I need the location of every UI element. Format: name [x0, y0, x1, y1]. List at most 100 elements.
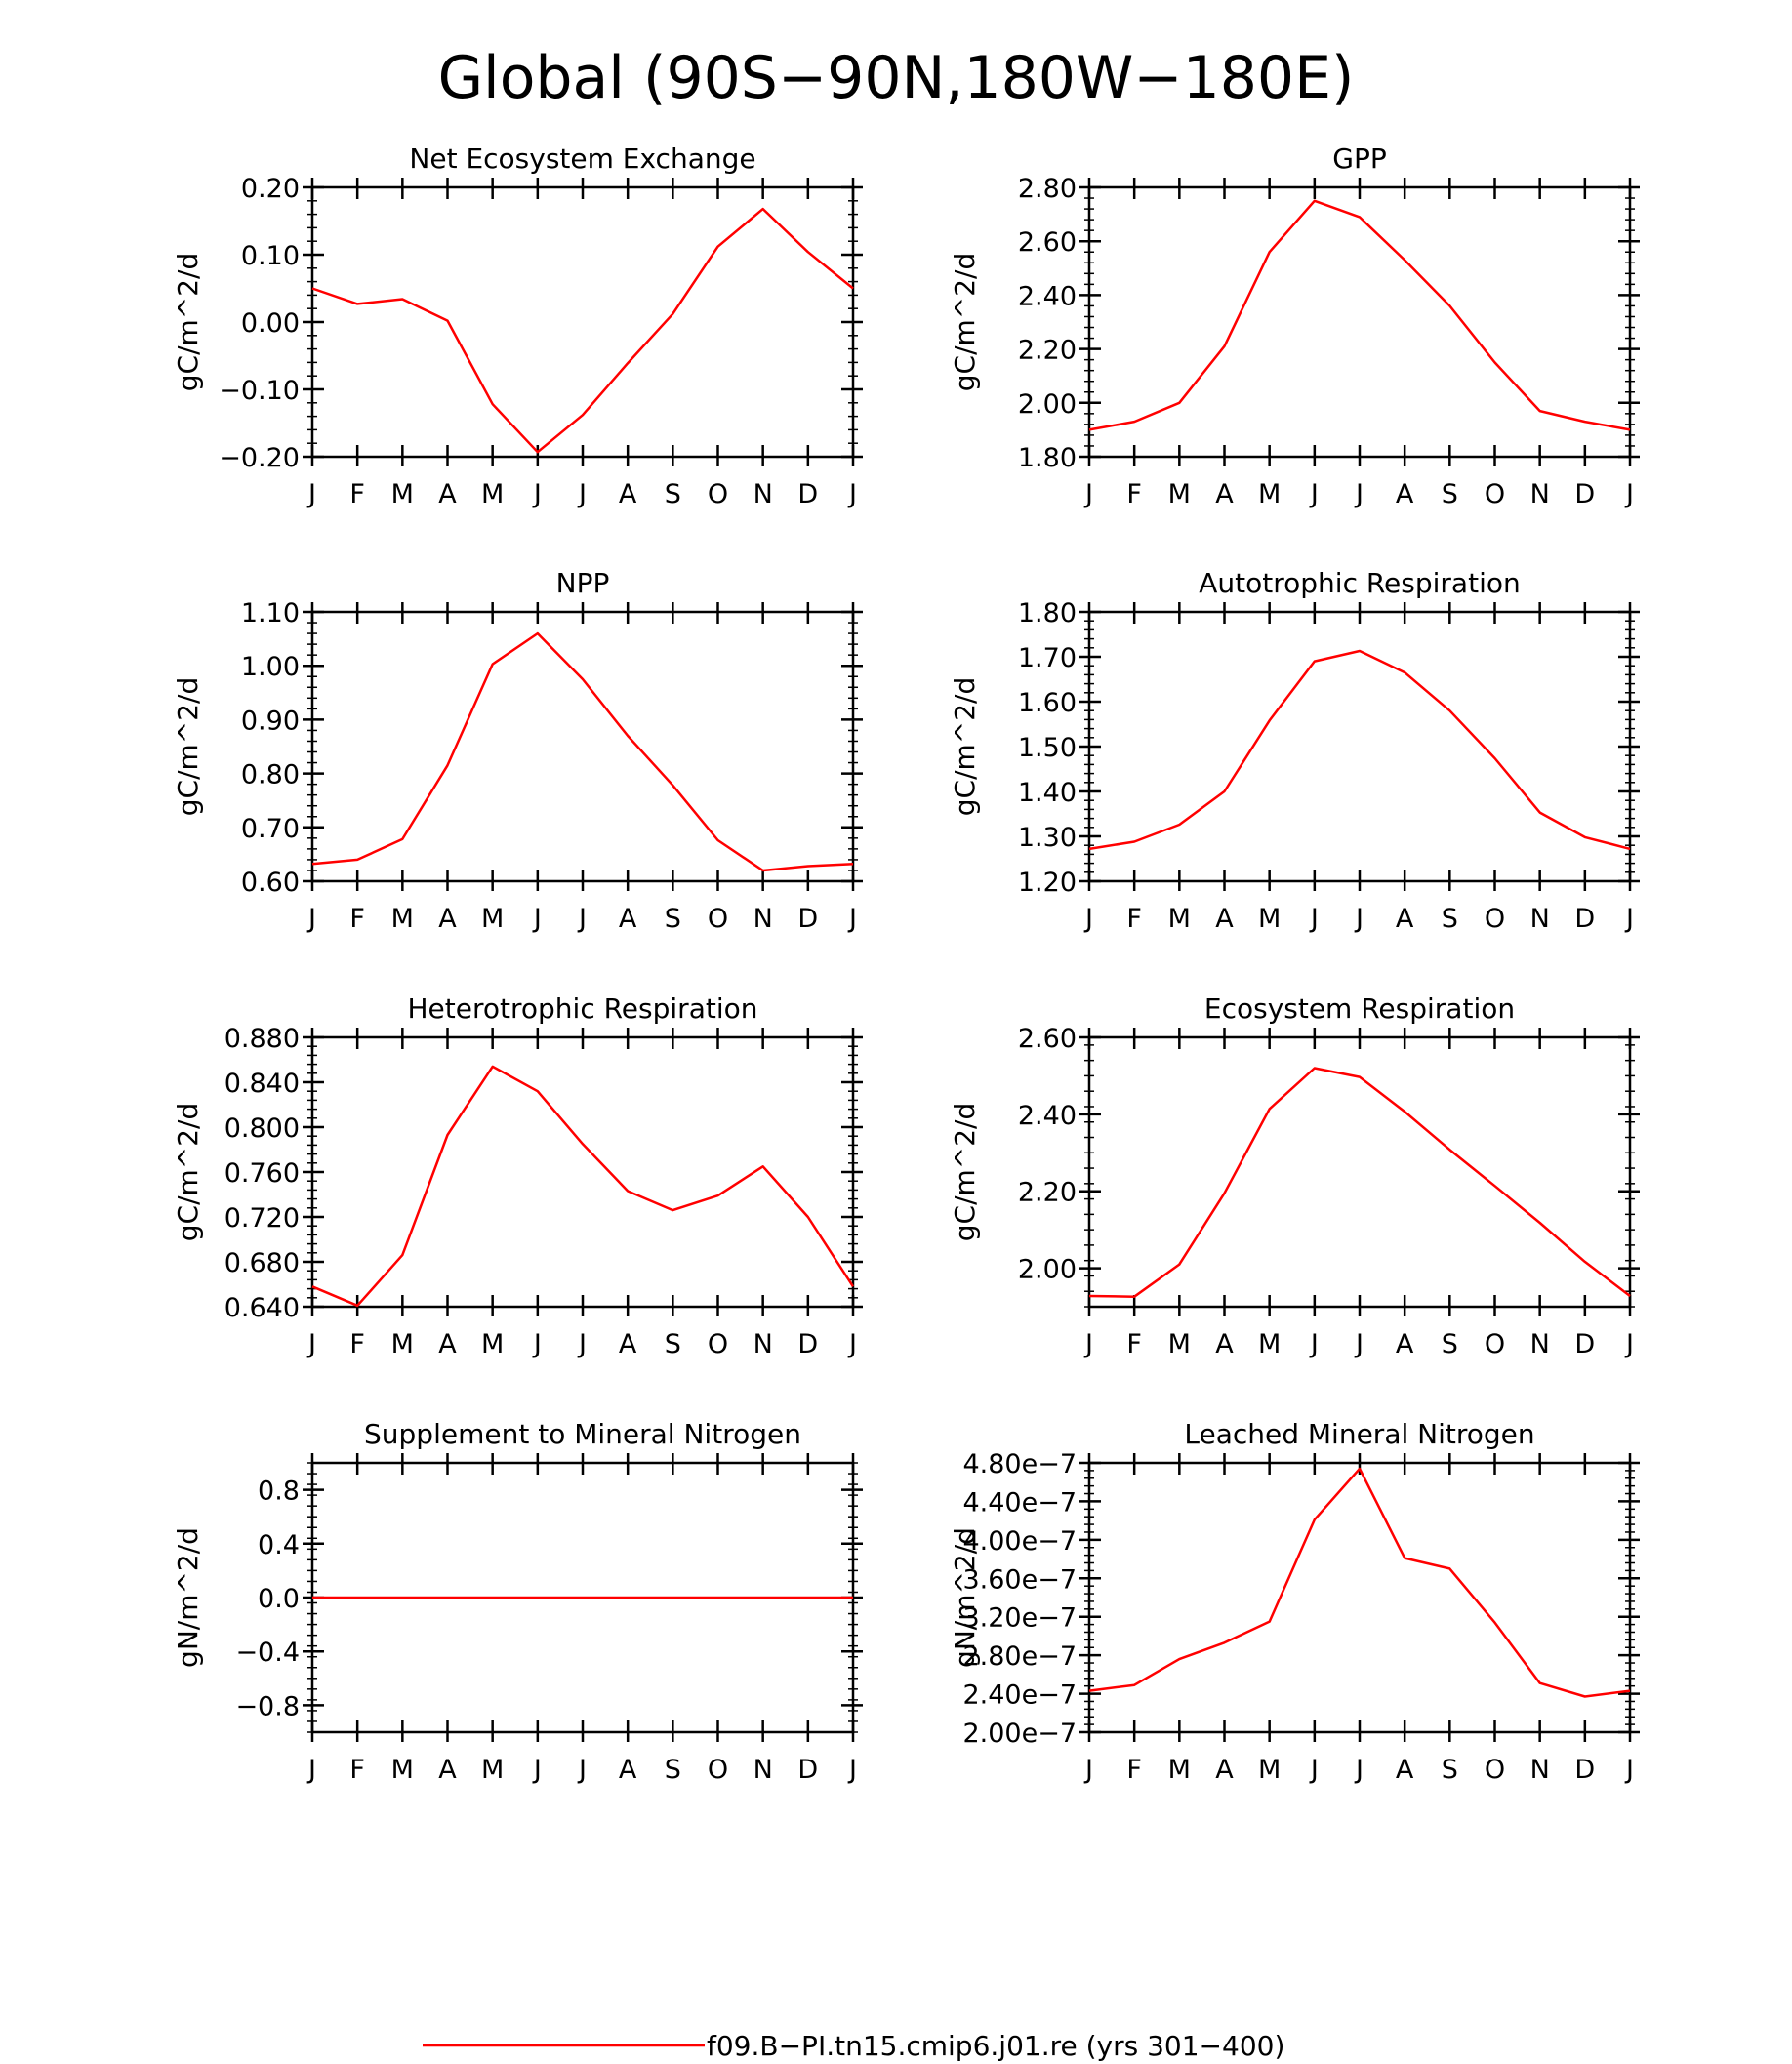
x-tick-label: N — [1530, 904, 1550, 934]
x-tick-label: J — [1309, 1329, 1319, 1359]
y-tick-label: 0.0 — [258, 1584, 300, 1614]
y-tick-label: 0.800 — [224, 1113, 300, 1144]
x-tick-label: J — [532, 1755, 542, 1785]
x-tick-label: S — [1442, 1755, 1458, 1785]
x-tick-label: F — [349, 904, 365, 934]
y-tick-label: 0.90 — [241, 706, 300, 736]
x-tick-label: J — [1624, 904, 1634, 934]
y-tick-label: 0.60 — [241, 868, 300, 898]
x-tick-label: J — [577, 479, 587, 509]
y-tick-label: 0.680 — [224, 1248, 300, 1278]
y-axis-label: gC/m^2/d — [172, 1103, 204, 1242]
legend-label: f09.B−PI.tn15.cmip6.j01.re (yrs 301−400) — [707, 2030, 1284, 2062]
x-tick-label: J — [847, 1755, 857, 1785]
y-tick-label: 0.880 — [224, 1024, 300, 1054]
y-tick-label: 2.40 — [1018, 281, 1077, 311]
y-tick-label: 2.00 — [1018, 389, 1077, 420]
x-tick-label: A — [1396, 904, 1414, 934]
panel-title: Leached Mineral Nitrogen — [1184, 1418, 1534, 1450]
x-tick-label: F — [349, 479, 365, 509]
x-tick-label: M — [391, 479, 414, 509]
y-tick-label: 2.80 — [1018, 174, 1077, 204]
x-tick-label: J — [1624, 479, 1634, 509]
x-tick-label: F — [349, 1755, 365, 1785]
y-tick-label: 2.60 — [1018, 1024, 1077, 1054]
y-tick-label: 1.80 — [1018, 598, 1077, 628]
x-tick-label: J — [1624, 1755, 1634, 1785]
y-axis-label: gN/m^2/d — [949, 1527, 981, 1668]
y-tick-label: 0.760 — [224, 1158, 300, 1189]
x-tick-label: M — [1168, 904, 1191, 934]
x-tick-label: S — [1442, 1329, 1458, 1359]
x-tick-label: A — [1215, 479, 1234, 509]
x-tick-label: D — [797, 904, 818, 934]
series-line — [1088, 1467, 1631, 1698]
x-tick-label: O — [1485, 904, 1505, 934]
x-tick-label: A — [438, 1329, 457, 1359]
x-tick-label: M — [481, 479, 504, 509]
x-tick-label: J — [1083, 1755, 1093, 1785]
panel-title: Autotrophic Respiration — [1199, 567, 1520, 599]
x-tick-label: J — [1354, 904, 1364, 934]
y-tick-label: 0.10 — [241, 241, 300, 271]
y-tick-label: 2.80e−7 — [962, 1641, 1077, 1672]
x-tick-label: J — [306, 1755, 316, 1785]
y-axis-label: gC/m^2/d — [949, 1103, 981, 1242]
x-tick-label: S — [665, 904, 681, 934]
x-tick-label: M — [1168, 1755, 1191, 1785]
x-tick-label: A — [438, 479, 457, 509]
x-tick-label: O — [708, 1755, 728, 1785]
x-tick-label: N — [1530, 479, 1550, 509]
x-tick-label: A — [1215, 904, 1234, 934]
y-tick-label: 1.10 — [241, 598, 300, 628]
x-tick-label: M — [1168, 479, 1191, 509]
series-line — [311, 207, 854, 454]
y-tick-label: 0.640 — [224, 1293, 300, 1323]
series-line — [311, 1065, 855, 1308]
plot-frame — [1087, 185, 1632, 459]
x-tick-label: J — [1309, 1755, 1319, 1785]
y-tick-label: 1.80 — [1018, 443, 1077, 473]
plot-frame — [310, 610, 855, 883]
y-tick-label: 1.70 — [1018, 643, 1077, 673]
x-tick-label: J — [1083, 904, 1093, 934]
y-tick-label: 2.00 — [1018, 1255, 1077, 1285]
x-tick-label: S — [665, 1329, 681, 1359]
x-tick-label: F — [1126, 904, 1142, 934]
x-tick-label: M — [391, 1329, 414, 1359]
x-tick-label: M — [1258, 1329, 1281, 1359]
y-tick-label: 2.20 — [1018, 1178, 1077, 1208]
x-tick-label: A — [619, 1755, 637, 1785]
x-tick-label: J — [532, 479, 542, 509]
x-tick-label: A — [1215, 1755, 1234, 1785]
y-tick-label: 0.20 — [241, 174, 300, 204]
x-tick-label: M — [481, 1755, 504, 1785]
panel-title: GPP — [1332, 142, 1386, 175]
x-tick-label: F — [1126, 1755, 1142, 1785]
y-tick-label: 0.720 — [224, 1203, 300, 1234]
y-tick-label: 1.30 — [1018, 823, 1077, 853]
x-tick-label: J — [306, 479, 316, 509]
panel-title: Heterotrophic Respiration — [408, 992, 758, 1025]
x-tick-label: M — [481, 1329, 504, 1359]
x-tick-label: A — [619, 1329, 637, 1359]
x-tick-label: A — [438, 1755, 457, 1785]
x-tick-label: A — [619, 479, 637, 509]
x-tick-label: D — [1574, 904, 1595, 934]
x-tick-label: M — [481, 904, 504, 934]
x-tick-label: D — [1574, 1755, 1595, 1785]
x-tick-label: S — [665, 1755, 681, 1785]
x-tick-label: F — [349, 1329, 365, 1359]
y-tick-label: 0.80 — [241, 760, 300, 790]
y-tick-label: 1.00 — [241, 652, 300, 682]
x-tick-label: A — [1215, 1329, 1234, 1359]
y-tick-label: 0.4 — [258, 1530, 300, 1560]
y-tick-label: 1.60 — [1018, 688, 1077, 718]
y-tick-label: 3.60e−7 — [962, 1564, 1077, 1595]
y-tick-label: 4.40e−7 — [962, 1487, 1077, 1518]
